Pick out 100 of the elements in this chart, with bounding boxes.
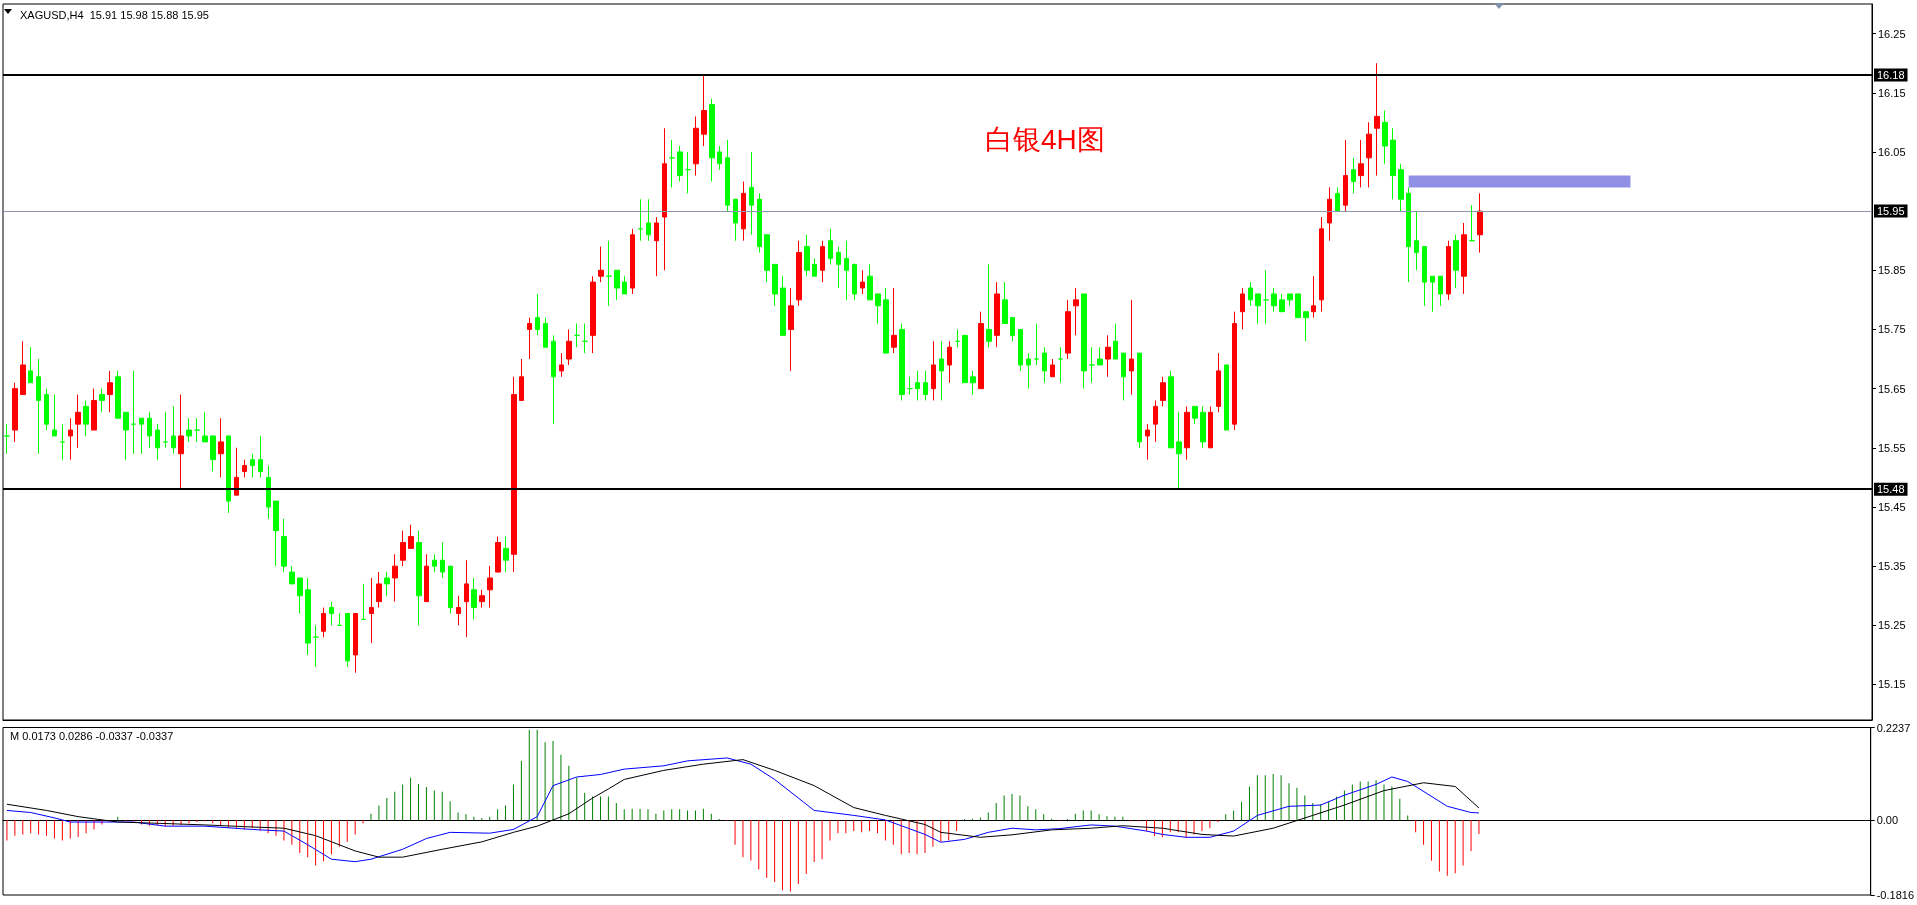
candlestick (994, 281, 1000, 348)
y-tick-label: 15.75 (1878, 323, 1906, 336)
candlestick (962, 334, 968, 384)
candlestick (939, 340, 944, 401)
candlestick (456, 595, 461, 626)
candlestick (1343, 139, 1348, 212)
candlestick (115, 370, 121, 419)
candlestick (1287, 293, 1293, 307)
candlestick (1137, 352, 1142, 449)
candlestick (479, 589, 485, 609)
candlestick (1398, 163, 1404, 212)
ref-line-label: 15.95 (1877, 205, 1905, 218)
candlestick (1414, 210, 1419, 271)
candlestick (1477, 192, 1483, 254)
candlestick (1366, 121, 1372, 188)
candlestick (891, 287, 897, 354)
candlestick (1192, 405, 1198, 425)
y-tick-label: -0.1816 (1876, 889, 1914, 901)
candlestick (20, 340, 26, 396)
y-tick-label: 16.25 (1878, 27, 1906, 40)
candlestick (733, 198, 738, 242)
candlestick (1097, 346, 1103, 366)
chart-title: M 0.0173 0.0286 -0.0337 -0.0337 (10, 729, 174, 742)
candlestick (289, 565, 295, 585)
candlestick (1002, 281, 1008, 325)
candlestick (60, 423, 65, 461)
candlestick (1358, 139, 1364, 188)
candlestick (764, 234, 770, 283)
candlestick (353, 612, 358, 674)
candlestick (852, 263, 857, 301)
candlestick (574, 323, 580, 348)
y-tick-label: 0.2237 (1876, 721, 1911, 734)
candlestick (646, 198, 651, 242)
candlestick (258, 435, 263, 478)
candlestick (91, 388, 97, 431)
candlestick (75, 394, 81, 449)
candlestick (923, 370, 928, 401)
candlestick (178, 394, 184, 490)
y-tick-label: 15.85 (1878, 264, 1906, 277)
candlestick (947, 340, 952, 384)
candlestick (1461, 222, 1467, 295)
candlestick (155, 423, 160, 461)
candlestick (1303, 311, 1309, 342)
candlestick (1089, 346, 1095, 384)
candlestick (1351, 157, 1356, 194)
candlestick (907, 376, 913, 396)
candlestick (1469, 204, 1475, 242)
candlestick (860, 269, 865, 295)
candlestick (234, 447, 239, 496)
candlestick (440, 541, 445, 579)
candlestick (614, 269, 620, 301)
candlestick (788, 287, 794, 372)
candlestick (52, 394, 57, 437)
candlestick (83, 399, 89, 437)
candlestick (654, 216, 659, 277)
candlestick (1406, 186, 1411, 283)
candlestick (123, 411, 129, 461)
candlestick (361, 583, 366, 620)
candlestick (780, 275, 786, 336)
candlestick (669, 139, 675, 188)
candlestick (273, 500, 279, 567)
candlestick (471, 577, 477, 620)
candlestick (313, 624, 319, 668)
candlestick (305, 577, 311, 656)
candlestick (772, 263, 778, 307)
candlestick (1319, 216, 1324, 313)
ref-line-label: 15.48 (1877, 483, 1905, 496)
candlestick (68, 417, 73, 461)
candlestick (606, 240, 612, 307)
candlestick (931, 340, 936, 401)
candlestick (1034, 323, 1039, 366)
candlestick (749, 151, 754, 236)
candlestick (1208, 405, 1213, 449)
candlestick (662, 127, 667, 271)
candlestick (741, 181, 746, 242)
candlestick (1121, 352, 1126, 401)
candlestick (194, 417, 200, 443)
candlestick (899, 323, 905, 401)
candlestick (915, 370, 920, 401)
candlestick (1113, 323, 1118, 360)
candlestick (416, 530, 422, 626)
candlestick (1026, 352, 1031, 390)
candlestick (812, 257, 817, 277)
candlestick (1153, 399, 1158, 443)
candlestick (297, 577, 303, 614)
candlestick (1271, 287, 1277, 313)
candlestick (107, 370, 113, 413)
candlestick (1446, 240, 1451, 301)
candlestick (171, 405, 176, 455)
annotation: 白银4H图 (985, 123, 1105, 155)
candlestick (519, 358, 524, 401)
candlestick (202, 411, 208, 443)
candlestick (685, 151, 691, 194)
candlestick (226, 435, 231, 514)
y-tick-label: 16.05 (1878, 145, 1906, 158)
candlestick (218, 417, 224, 478)
candlestick (1050, 358, 1055, 378)
candlestick (559, 352, 564, 378)
candlestick (638, 198, 643, 242)
candlestick (836, 246, 841, 289)
